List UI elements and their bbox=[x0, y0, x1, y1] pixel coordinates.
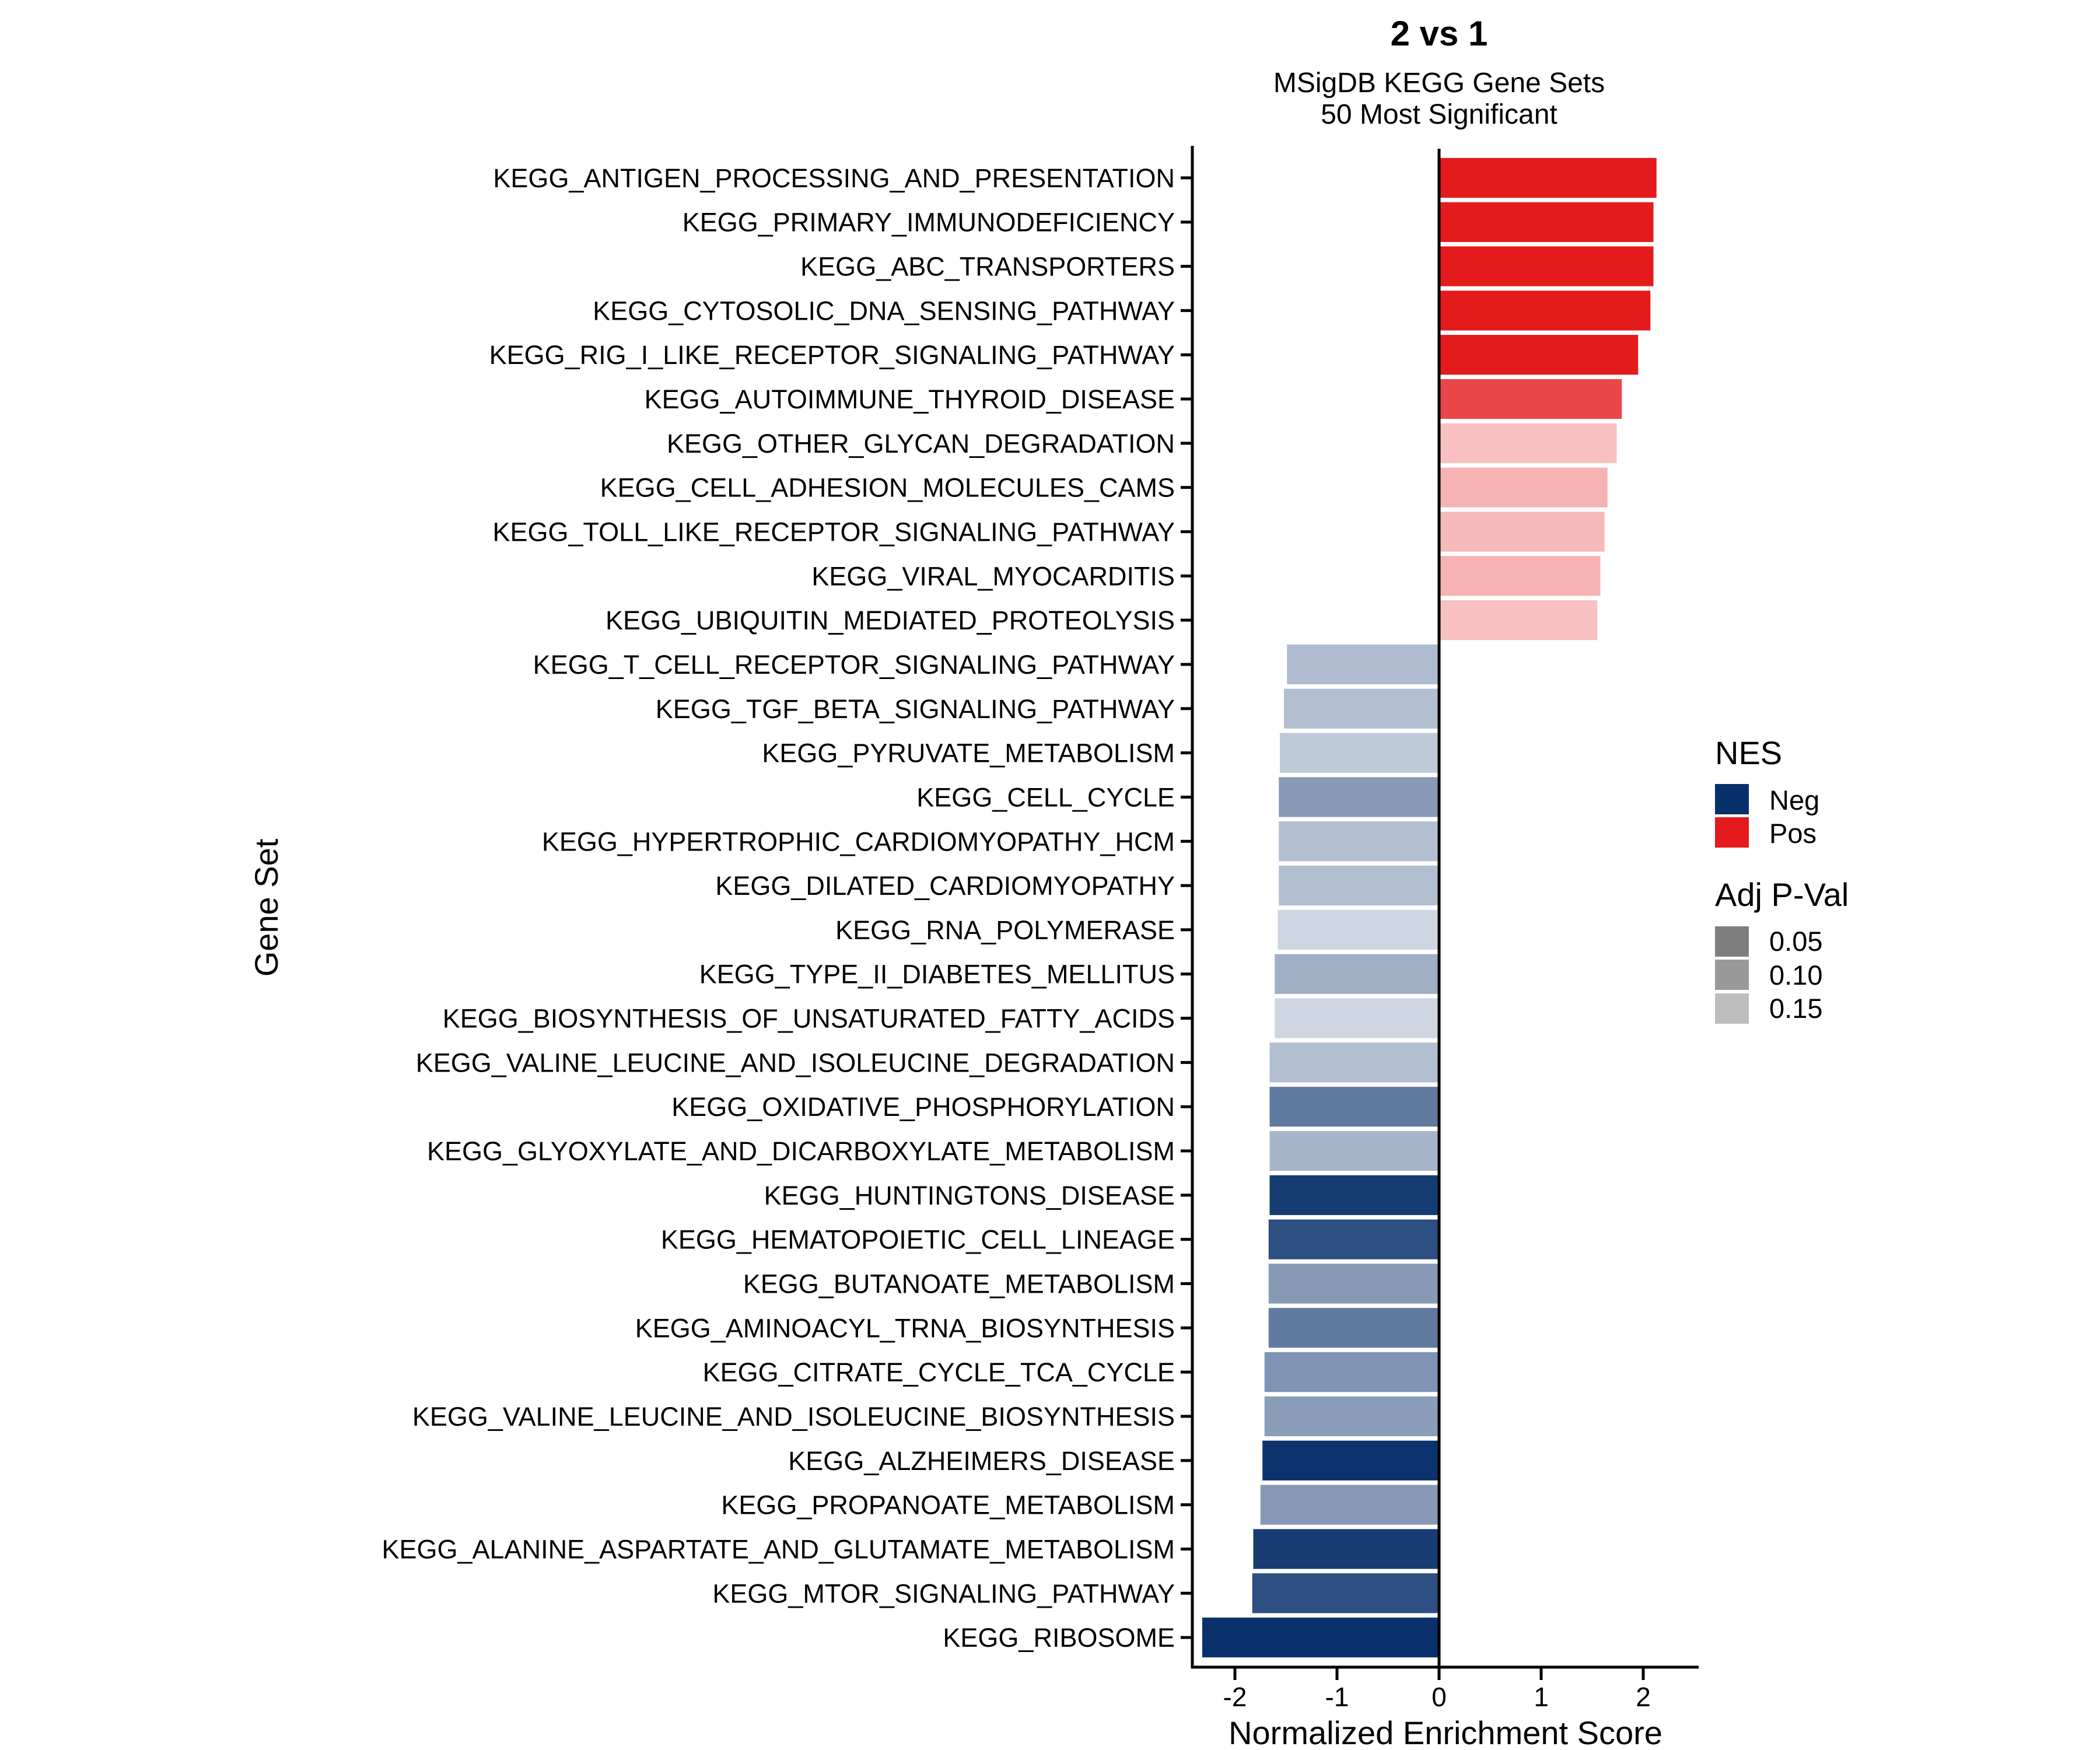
bar-kegg-cytosolic-dna-sensing-pathway bbox=[1439, 290, 1651, 331]
bar-kegg-viral-myocarditis bbox=[1439, 556, 1601, 596]
y-tick-label: KEGG_T_CELL_RECEPTOR_SIGNALING_PATHWAY bbox=[533, 650, 1175, 680]
y-tick-label: KEGG_ALANINE_ASPARTATE_AND_GLUTAMATE_MET… bbox=[382, 1534, 1175, 1564]
y-tick-label: KEGG_VALINE_LEUCINE_AND_ISOLEUCINE_BIOSY… bbox=[412, 1402, 1175, 1432]
y-tick-label: KEGG_AUTOIMMUNE_THYROID_DISEASE bbox=[645, 384, 1175, 414]
bar-kegg-primary-immunodeficiency bbox=[1439, 202, 1654, 242]
y-tick-label: KEGG_RNA_POLYMERASE bbox=[835, 915, 1175, 945]
y-tick-label: KEGG_ALZHEIMERS_DISEASE bbox=[788, 1446, 1175, 1476]
y-tick-label: KEGG_PYRUVATE_METABOLISM bbox=[762, 738, 1175, 768]
legend: NES Neg Pos Adj P-Val 0.05 0.10 0.15 bbox=[1715, 734, 1849, 1024]
y-tick-label: KEGG_BIOSYNTHESIS_OF_UNSATURATED_FATTY_A… bbox=[443, 1004, 1175, 1034]
y-tick-label: KEGG_ANTIGEN_PROCESSING_AND_PRESENTATION bbox=[493, 163, 1175, 193]
x-tick-label: -1 bbox=[1325, 1682, 1349, 1712]
y-tick-label: KEGG_HUNTINGTONS_DISEASE bbox=[764, 1181, 1175, 1210]
bar-kegg-alanine-aspartate-and-glutamate-metabolism bbox=[1253, 1529, 1439, 1569]
legend-label-010: 0.10 bbox=[1769, 960, 1822, 991]
y-tick-label: KEGG_BUTANOATE_METABOLISM bbox=[743, 1269, 1175, 1299]
bar-kegg-antigen-processing-and-presentation bbox=[1439, 158, 1657, 198]
chart-subtitle-line-2: 50 Most Significant bbox=[1321, 99, 1558, 130]
y-tick-label: KEGG_DILATED_CARDIOMYOPATHY bbox=[715, 871, 1175, 901]
chart-subtitle-line-1: MSigDB KEGG Gene Sets bbox=[1273, 68, 1605, 99]
legend-padj-title: Adj P-Val bbox=[1715, 876, 1849, 913]
y-tick-label: KEGG_TGF_BETA_SIGNALING_PATHWAY bbox=[656, 694, 1175, 724]
legend-swatch-010 bbox=[1715, 960, 1749, 990]
y-tick-label: KEGG_AMINOACYL_TRNA_BIOSYNTHESIS bbox=[635, 1313, 1175, 1343]
y-tick-label: KEGG_CITRATE_CYCLE_TCA_CYCLE bbox=[703, 1357, 1175, 1387]
bar-kegg-t-cell-receptor-signaling-pathway bbox=[1287, 644, 1439, 685]
bar-kegg-valine-leucine-and-isoleucine-degradation bbox=[1269, 1042, 1439, 1083]
y-tick-label: KEGG_RIBOSOME bbox=[943, 1623, 1175, 1653]
y-tick-label: KEGG_MTOR_SIGNALING_PATHWAY bbox=[712, 1578, 1175, 1608]
bars-group bbox=[1202, 158, 1657, 1658]
bar-kegg-aminoacyl-trna-biosynthesis bbox=[1268, 1308, 1439, 1348]
bar-kegg-biosynthesis-of-unsaturated-fatty-acids bbox=[1275, 998, 1439, 1038]
x-tick-label: -2 bbox=[1223, 1682, 1247, 1712]
y-tick-label: KEGG_RIG_I_LIKE_RECEPTOR_SIGNALING_PATHW… bbox=[489, 340, 1175, 370]
y-tick-label: KEGG_CELL_CYCLE bbox=[916, 782, 1175, 812]
bar-kegg-autoimmune-thyroid-disease bbox=[1439, 379, 1622, 419]
bar-kegg-pyruvate-metabolism bbox=[1280, 733, 1439, 773]
y-tick-label: KEGG_TOLL_LIKE_RECEPTOR_SIGNALING_PATHWA… bbox=[492, 517, 1175, 547]
bar-kegg-ubiquitin-mediated-proteolysis bbox=[1439, 600, 1598, 640]
chart-title: 2 vs 1 bbox=[1391, 14, 1488, 53]
x-tick-label: 0 bbox=[1432, 1682, 1447, 1712]
bar-kegg-propanoate-metabolism bbox=[1260, 1485, 1439, 1525]
bar-kegg-dilated-cardiomyopathy bbox=[1279, 865, 1439, 906]
bar-kegg-rna-polymerase bbox=[1278, 909, 1439, 950]
y-tick-label: KEGG_VALINE_LEUCINE_AND_ISOLEUCINE_DEGRA… bbox=[416, 1048, 1175, 1077]
bar-kegg-rig-i-like-receptor-signaling-pathway bbox=[1439, 335, 1639, 375]
x-tick-label: 1 bbox=[1534, 1682, 1549, 1712]
bar-kegg-alzheimers-disease bbox=[1262, 1440, 1439, 1480]
legend-label-pos: Pos bbox=[1769, 818, 1817, 849]
bar-kegg-valine-leucine-and-isoleucine-biosynthesis bbox=[1264, 1396, 1439, 1437]
legend-label-005: 0.05 bbox=[1769, 926, 1822, 957]
y-tick-label: KEGG_ABC_TRANSPORTERS bbox=[800, 252, 1175, 282]
x-axis: -2 -1 0 1 2 bbox=[1223, 1667, 1651, 1712]
bar-kegg-hematopoietic-cell-lineage bbox=[1268, 1219, 1439, 1259]
bar-kegg-oxidative-phosphorylation bbox=[1269, 1087, 1439, 1127]
x-tick-label: 2 bbox=[1636, 1682, 1651, 1712]
y-axis-title: Gene Set bbox=[248, 838, 285, 977]
legend-swatch-pos bbox=[1715, 817, 1749, 848]
bar-kegg-cell-cycle bbox=[1279, 777, 1439, 817]
y-tick-labels: KEGG_ANTIGEN_PROCESSING_AND_PRESENTATION… bbox=[382, 163, 1192, 1653]
y-tick-label: KEGG_PRIMARY_IMMUNODEFICIENCY bbox=[682, 208, 1175, 237]
legend-swatch-015 bbox=[1715, 993, 1749, 1024]
y-tick-label: KEGG_CELL_ADHESION_MOLECULES_CAMS bbox=[600, 473, 1175, 503]
y-tick-label: KEGG_UBIQUITIN_MEDIATED_PROTEOLYSIS bbox=[606, 606, 1175, 635]
bar-kegg-cell-adhesion-molecules-cams bbox=[1439, 467, 1608, 508]
y-tick-label: KEGG_PROPANOATE_METABOLISM bbox=[721, 1490, 1175, 1520]
y-tick-label: KEGG_VIRAL_MYOCARDITIS bbox=[811, 561, 1175, 591]
bar-kegg-toll-like-receptor-signaling-pathway bbox=[1439, 512, 1605, 552]
y-tick-label: KEGG_HEMATOPOIETIC_CELL_LINEAGE bbox=[661, 1225, 1175, 1255]
bar-kegg-citrate-cycle-tca-cycle bbox=[1264, 1352, 1439, 1392]
bar-kegg-tgf-beta-signaling-pathway bbox=[1284, 688, 1439, 729]
y-tick-label: KEGG_OXIDATIVE_PHOSPHORYLATION bbox=[671, 1092, 1175, 1122]
bar-kegg-abc-transporters bbox=[1439, 246, 1654, 286]
bar-kegg-glyoxylate-and-dicarboxylate-metabolism bbox=[1269, 1130, 1439, 1171]
legend-nes-title: NES bbox=[1715, 734, 1782, 771]
y-tick-label: KEGG_HYPERTROPHIC_CARDIOMYOPATHY_HCM bbox=[542, 827, 1175, 856]
bar-kegg-huntingtons-disease bbox=[1269, 1175, 1439, 1215]
bar-kegg-ribosome bbox=[1202, 1617, 1439, 1658]
bar-kegg-mtor-signaling-pathway bbox=[1252, 1573, 1439, 1614]
bar-kegg-type-ii-diabetes-mellitus bbox=[1275, 954, 1439, 994]
y-tick-label: KEGG_OTHER_GLYCAN_DEGRADATION bbox=[667, 429, 1175, 459]
bar-kegg-butanoate-metabolism bbox=[1268, 1264, 1439, 1304]
legend-label-015: 0.15 bbox=[1769, 993, 1822, 1024]
legend-swatch-neg bbox=[1715, 784, 1749, 814]
bar-kegg-hypertrophic-cardiomyopathy-hcm bbox=[1279, 821, 1439, 862]
x-axis-title: Normalized Enrichment Score bbox=[1228, 1714, 1662, 1750]
bar-kegg-other-glycan-degradation bbox=[1439, 423, 1617, 463]
y-tick-label: KEGG_CYTOSOLIC_DNA_SENSING_PATHWAY bbox=[593, 296, 1175, 326]
legend-swatch-005 bbox=[1715, 926, 1749, 957]
legend-label-neg: Neg bbox=[1769, 785, 1819, 816]
y-tick-label: KEGG_TYPE_II_DIABETES_MELLITUS bbox=[699, 960, 1175, 989]
y-tick-label: KEGG_GLYOXYLATE_AND_DICARBOXYLATE_METABO… bbox=[427, 1136, 1175, 1166]
